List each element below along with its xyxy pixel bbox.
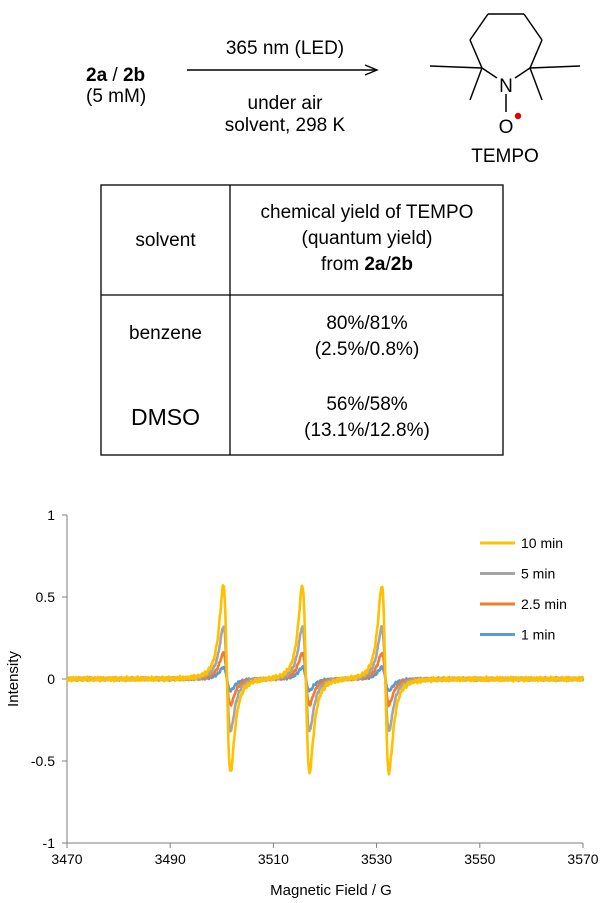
chart-legend: 10 min 5 min 2.5 min 1 min <box>480 535 567 643</box>
reactant-separator: / <box>107 65 123 86</box>
legend-label: 2.5 min <box>521 596 567 612</box>
header-2b: 2b <box>390 254 413 275</box>
yield-table-grid <box>100 184 504 456</box>
x-tick-label: 3550 <box>464 851 495 867</box>
light-source-label: 365 nm (LED) <box>225 38 345 59</box>
tempo-n-atom: N <box>499 76 513 97</box>
reactant-2b: 2b <box>122 65 146 86</box>
header-slash: / <box>385 254 391 275</box>
reactant-2a: 2a <box>86 65 108 86</box>
legend-label: 1 min <box>521 627 555 643</box>
table-row-dmso-quantum: (13.1%/12.8%) <box>304 420 430 441</box>
table-row-dmso-solvent: DMSO <box>131 404 200 430</box>
x-tick-label: 3510 <box>258 851 289 867</box>
y-tick-label: 0.5 <box>36 589 56 605</box>
conditions-label: solvent, 298 K <box>224 115 346 136</box>
table-header-yield-line3: from 2a/2b <box>230 254 504 276</box>
x-tick-label: 3530 <box>361 851 392 867</box>
concentration-label: (5 mM) <box>86 86 147 107</box>
x-tick-label: 3470 <box>51 851 82 867</box>
radical-dot-icon <box>514 112 522 120</box>
reactants-label: 2a / 2b <box>86 65 145 87</box>
table-row-benzene-quantum: (2.5%/0.8%) <box>314 339 420 360</box>
header-2a: 2a <box>364 254 386 275</box>
table-row-dmso-yield: 56%/58% <box>326 394 408 415</box>
table-row-benzene-yield: 80%/81% <box>326 313 408 334</box>
x-axis-label: Magnetic Field / G <box>270 882 392 899</box>
table-header-solvent: solvent <box>135 230 196 251</box>
tempo-o-atom: O <box>499 117 514 138</box>
y-tick-label: -1 <box>43 835 56 851</box>
header-from-text: from <box>321 254 365 275</box>
table-header-yield-line2: (quantum yield) <box>301 228 433 249</box>
reaction-arrow <box>187 64 379 76</box>
product-label: TEMPO <box>471 146 539 167</box>
y-tick-label: 1 <box>47 507 55 523</box>
table-header-yield-line1: chemical yield of TEMPO <box>260 202 474 223</box>
tempo-structure: N O <box>429 13 581 138</box>
atmosphere-label: under air <box>247 93 323 114</box>
y-axis-label: Intensity <box>5 651 22 707</box>
legend-label: 5 min <box>521 566 555 582</box>
x-tick-label: 3490 <box>155 851 186 867</box>
series-line-10-min <box>65 584 585 776</box>
y-tick-label: -0.5 <box>31 753 55 769</box>
x-tick-label: 3570 <box>567 851 598 867</box>
table-row-benzene-solvent: benzene <box>129 323 202 344</box>
legend-label: 10 min <box>521 535 563 551</box>
y-tick-label: 0 <box>47 671 55 687</box>
chart-series <box>65 584 585 776</box>
